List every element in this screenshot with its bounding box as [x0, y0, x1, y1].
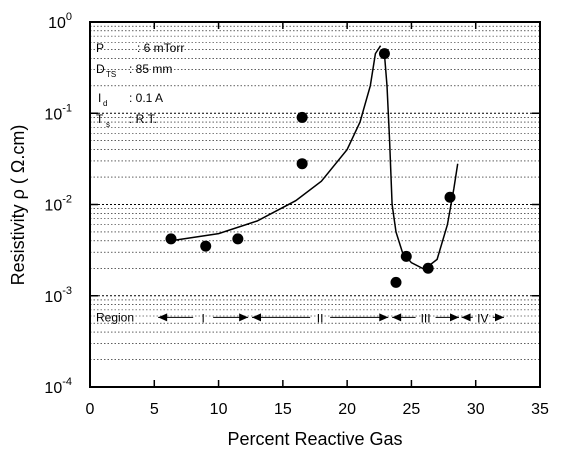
y-tick-label: 10-4	[44, 376, 72, 397]
region-arrowhead	[450, 313, 459, 321]
region-arrowhead	[392, 313, 401, 321]
ann-current-symbol: I	[98, 91, 101, 105]
ann-temperature-sub: s	[106, 120, 110, 129]
region-name: III	[421, 311, 431, 325]
region-arrowhead	[158, 313, 167, 321]
ann-pressure-symbol: P	[96, 41, 104, 55]
x-tick-label: 15	[274, 401, 292, 418]
data-point	[391, 277, 402, 288]
data-point	[297, 112, 308, 123]
ann-current-value: : 0.1 A	[129, 91, 163, 105]
axis-ticks: 0 5 10 15 20 25 30 35 100 10-1 10-2 10-3 10-4	[44, 11, 549, 418]
ann-distance-value: : 85 mm	[129, 62, 172, 76]
region-name: II	[317, 311, 324, 325]
ann-distance-symbol: D	[96, 62, 105, 76]
condition-annotations: P : 6 mTorr D TS : 85 mm I d : 0.1 A T s…	[96, 41, 184, 129]
grid	[90, 26, 540, 387]
data-point	[379, 48, 390, 59]
region-label: Region	[96, 310, 134, 324]
region-arrowhead	[252, 313, 261, 321]
x-tick-label: 25	[403, 401, 421, 418]
x-tick-label: 35	[531, 401, 549, 418]
x-tick-label: 30	[467, 401, 485, 418]
y-tick-label: 10-3	[44, 285, 72, 306]
data-point	[297, 158, 308, 169]
ann-distance-sub: TS	[106, 70, 116, 79]
y-tick-label: 10-1	[44, 102, 72, 123]
data-point	[200, 241, 211, 252]
x-axis-label: Percent Reactive Gas	[227, 429, 402, 449]
data-point	[401, 251, 412, 262]
region-arrowhead	[462, 313, 471, 321]
y-tick-label: 10-2	[44, 194, 72, 215]
fit-curve-left	[171, 46, 381, 241]
x-tick-label: 0	[86, 401, 95, 418]
data-point	[423, 263, 434, 274]
x-tick-label: 10	[210, 401, 228, 418]
ann-temperature-symbol: T	[96, 112, 104, 126]
ann-current-sub: d	[103, 99, 107, 108]
ann-pressure-value: : 6 mTorr	[137, 41, 184, 55]
x-tick-label: 5	[150, 401, 159, 418]
region-name: IV	[477, 311, 488, 325]
region-name: I	[201, 311, 204, 325]
y-axis-label: Resistivity ρ ( Ω.cm)	[8, 125, 28, 286]
region-arrowhead	[239, 313, 248, 321]
data-point	[166, 233, 177, 244]
region-arrowhead	[379, 313, 388, 321]
x-tick-label: 20	[338, 401, 356, 418]
data-point	[232, 233, 243, 244]
ann-temperature-value: : R.T.	[129, 112, 157, 126]
data-point	[445, 192, 456, 203]
fit-curves	[171, 46, 458, 270]
y-tick-label: 100	[48, 11, 72, 32]
region-arrowhead	[495, 313, 504, 321]
